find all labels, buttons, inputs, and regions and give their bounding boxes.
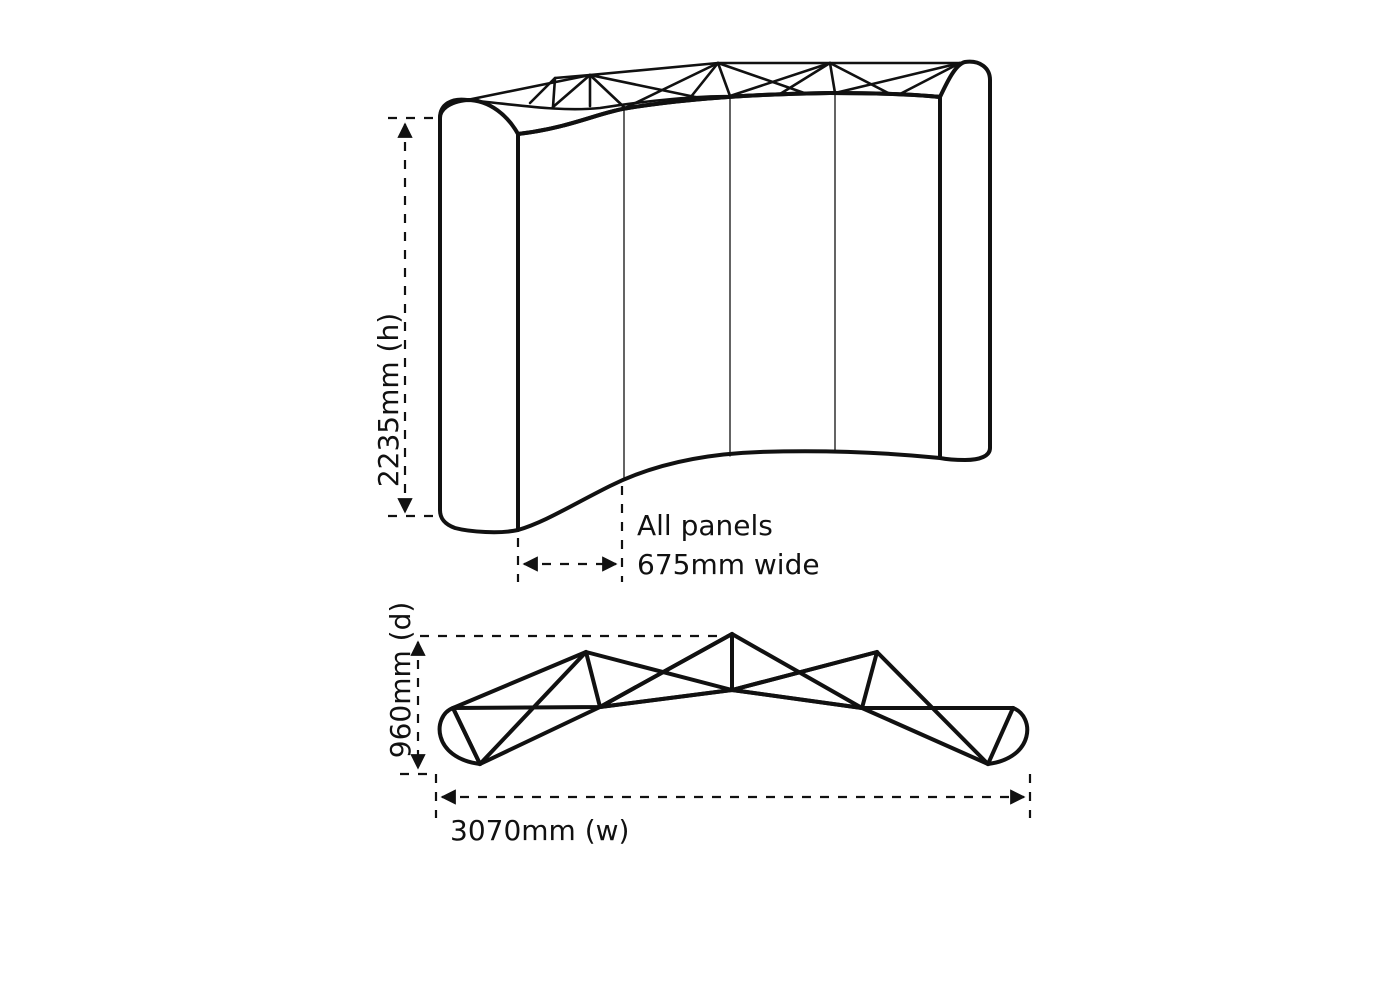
height-label: 2235mm (h) [372,313,405,487]
stand-3d-view: 2235mm (h) All panels 675mm wide [372,59,992,582]
depth-label: 960mm (d) [384,602,417,759]
plan-truss [451,632,1015,766]
left-cylinder-end [438,98,520,535]
stand-plan-view: 960mm (d) 3070mm (w) [384,602,1032,847]
panel-seams [517,92,941,531]
right-cylinder-end [938,59,992,462]
panels-label-line2: 675mm wide [637,548,820,581]
height-dimension: 2235mm (h) [372,116,440,518]
width-dimension: 3070mm (w) [434,774,1032,847]
panels-label-line1: All panels [637,509,773,542]
top-frame-truss [465,61,962,111]
right-end-cap-plan [986,706,1030,766]
depth-dimension: 960mm (d) [384,602,728,776]
panel-width-dimension: All panels 675mm wide [516,486,820,582]
curved-wall-surface [516,91,942,532]
left-end-cap-plan [437,706,482,766]
width-label: 3070mm (w) [450,814,629,847]
